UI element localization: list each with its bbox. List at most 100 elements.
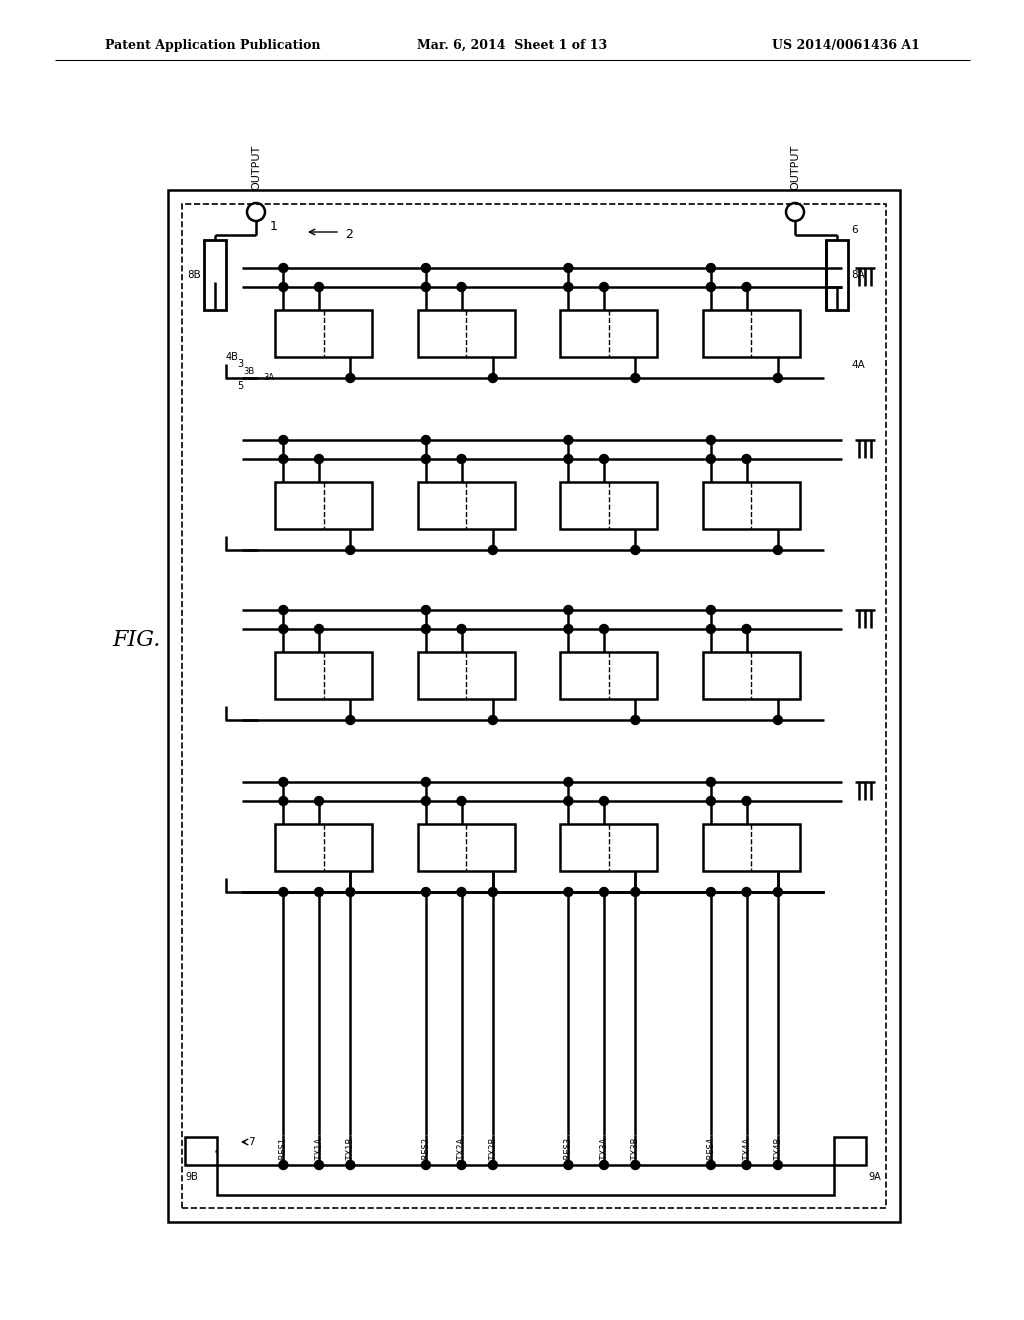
Circle shape: [564, 887, 572, 896]
Circle shape: [742, 796, 751, 805]
Circle shape: [279, 796, 288, 805]
Bar: [560, 482, 657, 529]
Bar: [826, 240, 848, 310]
Circle shape: [599, 1160, 608, 1170]
Text: φRES4: φRES4: [707, 1137, 716, 1164]
Circle shape: [564, 436, 572, 445]
Circle shape: [707, 454, 716, 463]
Circle shape: [631, 374, 640, 383]
Circle shape: [488, 545, 498, 554]
Bar: [185, 1137, 217, 1166]
Text: OUTPUT: OUTPUT: [790, 145, 800, 190]
Circle shape: [279, 264, 288, 272]
Circle shape: [314, 282, 324, 292]
Bar: [275, 652, 373, 700]
Circle shape: [457, 887, 466, 896]
Circle shape: [279, 282, 288, 292]
Circle shape: [314, 796, 324, 805]
Text: φTX3B: φTX3B: [631, 1137, 640, 1164]
Circle shape: [488, 1160, 498, 1170]
Circle shape: [421, 624, 430, 634]
Circle shape: [707, 1160, 716, 1170]
Circle shape: [599, 282, 608, 292]
Circle shape: [707, 624, 716, 634]
Text: φTX1B: φTX1B: [346, 1137, 355, 1164]
Circle shape: [421, 264, 430, 272]
Text: OUTPUT: OUTPUT: [251, 145, 261, 190]
Bar: [560, 310, 657, 356]
Circle shape: [564, 606, 572, 615]
Circle shape: [279, 606, 288, 615]
Circle shape: [421, 887, 430, 896]
Circle shape: [564, 1160, 572, 1170]
Circle shape: [742, 454, 751, 463]
Circle shape: [421, 454, 430, 463]
Circle shape: [773, 715, 782, 725]
Text: 3B: 3B: [244, 367, 255, 375]
Circle shape: [421, 282, 430, 292]
Circle shape: [707, 796, 716, 805]
Text: 5: 5: [237, 381, 243, 391]
Text: φRES3: φRES3: [564, 1137, 572, 1164]
Circle shape: [631, 715, 640, 725]
Circle shape: [346, 1160, 355, 1170]
Text: 9A: 9A: [868, 1172, 881, 1181]
Circle shape: [773, 374, 782, 383]
Circle shape: [279, 436, 288, 445]
Circle shape: [707, 282, 716, 292]
Bar: [834, 1137, 866, 1166]
Text: φTX2B: φTX2B: [488, 1137, 498, 1164]
Circle shape: [314, 1160, 324, 1170]
Text: 8A: 8A: [851, 271, 864, 280]
Circle shape: [564, 264, 572, 272]
Bar: [275, 824, 373, 871]
Text: 8B: 8B: [187, 271, 201, 280]
Text: 4B: 4B: [225, 352, 238, 362]
Text: 7: 7: [248, 1137, 255, 1147]
Text: 3: 3: [237, 359, 243, 370]
Bar: [204, 240, 226, 310]
Circle shape: [421, 1160, 430, 1170]
Circle shape: [279, 777, 288, 787]
Bar: [217, 1166, 834, 1195]
Circle shape: [742, 887, 751, 896]
Circle shape: [631, 545, 640, 554]
Bar: [275, 482, 373, 529]
Circle shape: [742, 282, 751, 292]
Bar: [182, 205, 886, 1208]
Bar: [702, 824, 800, 871]
Circle shape: [457, 1160, 466, 1170]
Circle shape: [564, 454, 572, 463]
Text: 6: 6: [851, 224, 858, 235]
Circle shape: [631, 887, 640, 896]
Text: φTX1A: φTX1A: [314, 1137, 324, 1164]
Text: 3A: 3A: [263, 374, 274, 383]
Text: Mar. 6, 2014  Sheet 1 of 13: Mar. 6, 2014 Sheet 1 of 13: [417, 38, 607, 51]
Circle shape: [488, 374, 498, 383]
Circle shape: [707, 887, 716, 896]
Circle shape: [279, 887, 288, 896]
Circle shape: [773, 545, 782, 554]
Circle shape: [488, 887, 498, 896]
Circle shape: [457, 624, 466, 634]
Circle shape: [488, 715, 498, 725]
Circle shape: [742, 624, 751, 634]
Circle shape: [457, 796, 466, 805]
Circle shape: [279, 1160, 288, 1170]
Circle shape: [564, 796, 572, 805]
Bar: [275, 310, 373, 356]
Bar: [560, 824, 657, 871]
Circle shape: [421, 436, 430, 445]
Text: φRES1: φRES1: [279, 1137, 288, 1164]
Text: φTX4A: φTX4A: [742, 1137, 751, 1164]
Circle shape: [314, 624, 324, 634]
Circle shape: [707, 777, 716, 787]
Bar: [702, 310, 800, 356]
Circle shape: [707, 264, 716, 272]
Circle shape: [599, 454, 608, 463]
Text: Patent Application Publication: Patent Application Publication: [105, 38, 321, 51]
Circle shape: [773, 887, 782, 896]
Text: 4A: 4A: [851, 360, 864, 370]
Circle shape: [707, 606, 716, 615]
Text: US 2014/0061436 A1: US 2014/0061436 A1: [772, 38, 920, 51]
